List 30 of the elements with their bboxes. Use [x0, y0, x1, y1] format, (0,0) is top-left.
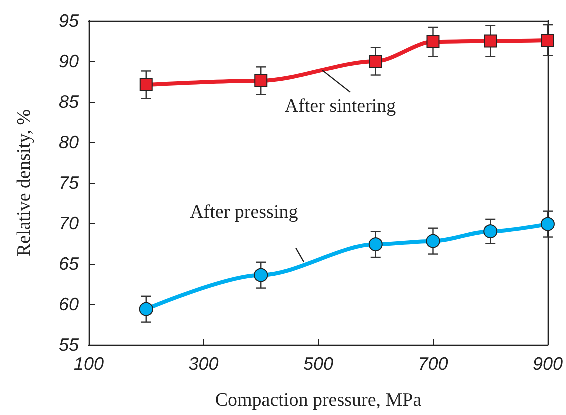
y-tick-label: 70	[58, 214, 79, 234]
x-tick-label: 700	[418, 354, 448, 374]
annotation: After sintering	[284, 96, 397, 117]
y-tick-label: 55	[58, 335, 80, 355]
y-tick-label: 90	[58, 52, 79, 72]
x-tick-label: 300	[188, 354, 219, 374]
point	[484, 224, 498, 239]
point	[369, 55, 382, 68]
y-tick-label: 60	[58, 294, 79, 314]
point	[254, 74, 268, 88]
point	[254, 268, 268, 282]
y-tick-label: 80	[58, 132, 79, 152]
y-tick-label: 75	[58, 173, 80, 193]
point	[426, 36, 440, 49]
point	[368, 238, 383, 252]
point	[140, 78, 153, 92]
point	[139, 302, 154, 316]
x-tick-label: 100	[74, 354, 104, 374]
point	[426, 234, 440, 248]
point	[484, 34, 498, 48]
x-tick-label: 500	[303, 354, 334, 374]
y-tick-label: 65	[58, 254, 80, 274]
y-tick-label: 85	[58, 92, 80, 112]
y-tick-label: 95	[58, 11, 80, 31]
y-axis-title: Relative density, %	[14, 109, 35, 257]
x-tick-label: 900	[532, 354, 564, 374]
x-axis-title: Compaction pressure, MPa	[215, 390, 422, 411]
annotation: After pressing	[190, 202, 299, 223]
point	[540, 217, 555, 232]
point	[541, 34, 554, 47]
